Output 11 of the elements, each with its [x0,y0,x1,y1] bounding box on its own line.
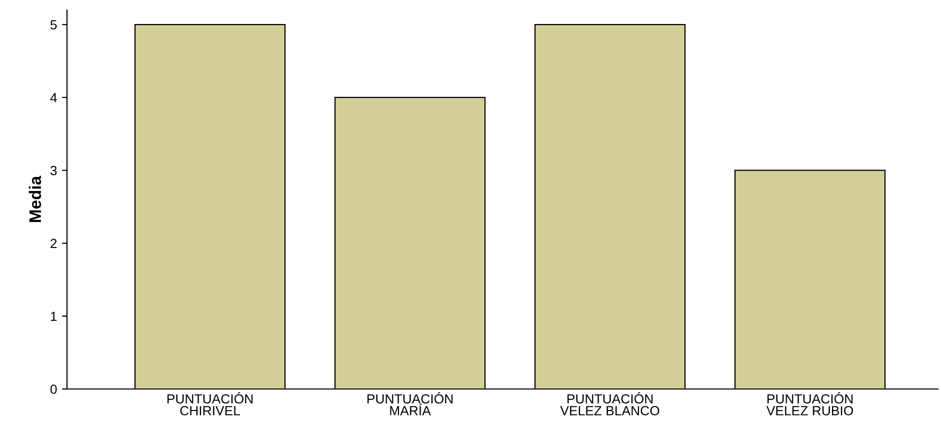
y-tick-label: 1 [50,312,57,321]
x-tick-label: PUNTUACIÓN VELEZ RUBIO [766,392,853,416]
y-tick-label: 0 [50,384,57,394]
y-tick-label: 5 [50,20,57,30]
x-tick-label: PUNTUACIÓN MARÍA [367,392,453,416]
y-tick-label: 4 [50,93,57,102]
x-tick-label: PUNTUACIÓN VELEZ BLANCO [560,392,660,416]
x-tick-label: PUNTUACIÓN CHIRIVEL [167,392,253,416]
y-axis-title: Media [28,176,42,222]
y-tick-label: 2 [50,238,57,248]
y-tick-label: 3 [50,166,57,176]
